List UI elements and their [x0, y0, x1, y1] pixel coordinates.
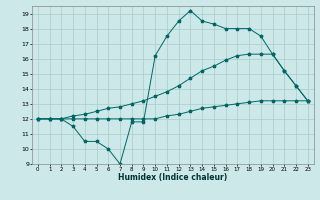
X-axis label: Humidex (Indice chaleur): Humidex (Indice chaleur): [118, 173, 228, 182]
